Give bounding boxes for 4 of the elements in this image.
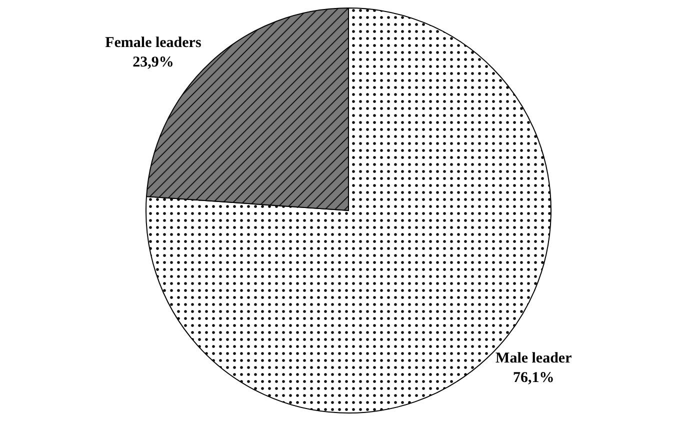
- data-label: 23,9%: [132, 54, 174, 71]
- slice-label: Female leaders: [105, 35, 202, 52]
- slice-label: Male leader: [496, 350, 572, 366]
- data-label: 76,1%: [513, 370, 554, 386]
